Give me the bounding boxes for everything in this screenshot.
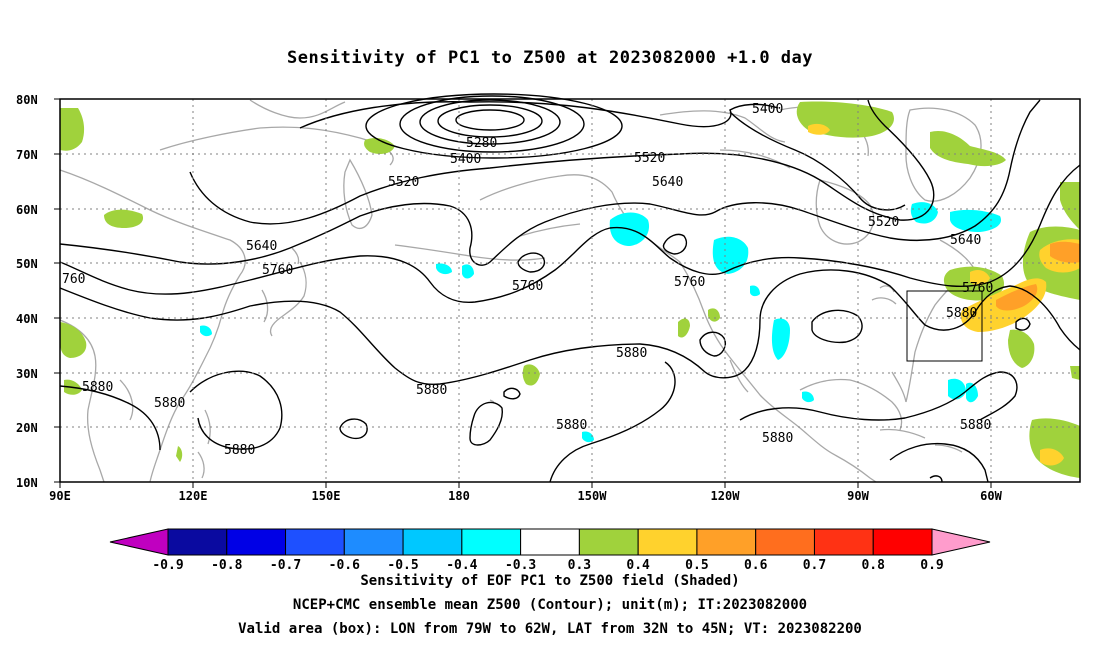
contour-label: 5880 [762, 431, 793, 446]
lon-axis: 90E 120E 150E 180 150W 120W 90W 60W [49, 482, 1003, 503]
colorbar-swatch [755, 528, 815, 556]
contour-label: 5880 [154, 396, 185, 411]
colorbar-swatch [696, 528, 757, 556]
lat-label: 10N [16, 476, 38, 490]
colorbar-swatch [520, 528, 580, 556]
colorbar-swatch [402, 528, 463, 556]
contour-label: 5280 [466, 136, 497, 151]
colorbar-tick-label: 0.3 [568, 558, 591, 573]
colorbar-tick-label: 0.7 [803, 558, 826, 573]
colorbar-swatch [343, 528, 404, 556]
contour-label: 5880 [82, 380, 113, 395]
lon-label: 180 [448, 489, 470, 503]
colorbar-swatch [813, 528, 874, 556]
contour-label: 5760 [512, 279, 543, 294]
caption-line-3: Valid area (box): LON from 79W to 62W, L… [238, 621, 862, 637]
contour-label: 5880 [616, 346, 647, 361]
colorbar-tick-label: 0.5 [685, 558, 708, 573]
lat-label: 30N [16, 367, 38, 381]
contour-label: 760 [62, 272, 85, 287]
lat-label: 20N [16, 421, 38, 435]
lon-label: 90W [847, 489, 869, 503]
lon-label: 90E [49, 489, 71, 503]
lat-label: 40N [16, 312, 38, 326]
lon-label: 150W [578, 489, 608, 503]
lon-label: 60W [980, 489, 1002, 503]
contour-label: 5520 [868, 215, 899, 230]
contour-label: 5880 [946, 306, 977, 321]
colorbar-swatch [461, 528, 522, 556]
contour-label: 5640 [246, 239, 277, 254]
colorbar-tick-label: -0.3 [505, 558, 536, 573]
caption-line-2: NCEP+CMC ensemble mean Z500 (Contour); u… [292, 597, 808, 613]
colorbar-arrow-high [931, 528, 991, 556]
lon-label: 120E [179, 489, 208, 503]
colorbar-swatch [226, 528, 287, 556]
contour-label: 5400 [450, 152, 481, 167]
colorbar-tick-label: -0.9 [152, 558, 183, 573]
caption-line-1: Sensitivity of EOF PC1 to Z500 field (Sh… [360, 573, 740, 589]
colorbar-swatch [167, 528, 228, 556]
colorbar-tick-label: -0.6 [329, 558, 360, 573]
figure-title: Sensitivity of PC1 to Z500 at 2023082000… [286, 48, 813, 68]
colorbar-swatch [872, 528, 933, 556]
contour-label: 5760 [674, 275, 705, 290]
contour-label: 5880 [224, 443, 255, 458]
colorbar: -0.9 -0.8 -0.7 -0.6 -0.5 -0.4 -0.3 0.3 0.4 0.5 0.6… [109, 528, 991, 573]
lon-label: 150E [312, 489, 341, 503]
colorbar-swatch [578, 528, 639, 556]
lat-label: 70N [16, 148, 38, 162]
contour-label: 5520 [388, 175, 419, 190]
contour-label: 5520 [634, 151, 665, 166]
contour-labels: 5400 5280 5400 5520 5520 5520 5640 5640 … [62, 102, 993, 458]
contour-label: 5760 [962, 281, 993, 296]
contour-label: 5880 [960, 418, 991, 433]
colorbar-tick-label: -0.8 [211, 558, 242, 573]
colorbar-swatch [637, 528, 698, 556]
contour-label: 5640 [950, 233, 981, 248]
lon-label: 120W [711, 489, 741, 503]
colorbar-tick-label: 0.6 [744, 558, 768, 573]
contour-label: 5400 [752, 102, 783, 117]
contour-label: 5880 [556, 418, 587, 433]
lat-label: 60N [16, 203, 38, 217]
colorbar-tick-label: -0.4 [446, 558, 477, 573]
colorbar-swatch [285, 528, 345, 556]
colorbar-tick-label: -0.5 [387, 558, 418, 573]
colorbar-tick-label: -0.7 [270, 558, 301, 573]
colorbar-tick-label: 0.9 [920, 558, 943, 573]
colorbar-arrow-low [109, 528, 169, 556]
lat-label: 80N [16, 93, 38, 107]
lat-axis: 80N 70N 60N 50N 40N 30N 20N 10N [16, 93, 60, 490]
gridlines [60, 99, 1080, 482]
contour-label: 5880 [416, 383, 447, 398]
valid-area-box [906, 290, 983, 362]
z500-contours [59, 93, 1081, 483]
colorbar-tick-label: 0.8 [861, 558, 885, 573]
lat-label: 50N [16, 257, 38, 271]
contour-label: 5640 [652, 175, 683, 190]
map-panel: 5400 5280 5400 5520 5520 5520 5640 5640 … [59, 93, 1081, 483]
colorbar-tick-label: 0.4 [626, 558, 650, 573]
contour-label: 5760 [262, 263, 293, 278]
